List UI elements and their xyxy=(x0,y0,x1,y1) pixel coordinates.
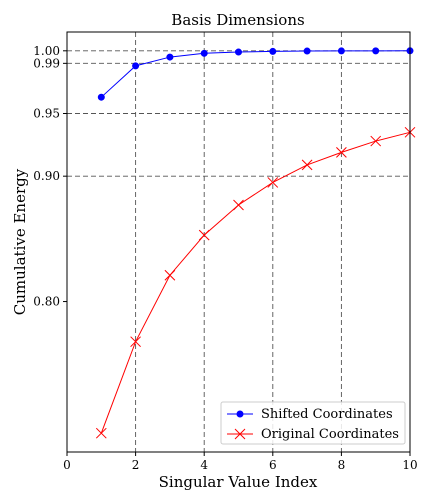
x-marker-stroke xyxy=(336,147,347,158)
shifted-coordinates-point xyxy=(235,48,242,56)
series-layer xyxy=(95,47,416,439)
x-tick-label: 6 xyxy=(269,458,277,472)
x-marker-stroke xyxy=(301,159,313,171)
y-tick-label: 0.80 xyxy=(33,295,60,309)
original-coordinates-point xyxy=(301,159,313,171)
original-coordinates-point xyxy=(370,135,382,147)
original-coordinates-point xyxy=(198,229,210,241)
axis-ticks: 0 2 4 6 8 10 0.80 0.90 0.95 0.991.00 xyxy=(33,44,417,472)
original-coordinates-point xyxy=(267,177,279,188)
x-tick-label: 2 xyxy=(132,458,140,472)
legend-swatch-marker xyxy=(234,428,246,440)
shifted-coordinates-point xyxy=(97,93,105,101)
x-tick-label: 0 xyxy=(63,458,71,472)
original-coordinates-point xyxy=(95,427,107,439)
y-axis-label: Cumulative Energy xyxy=(11,168,29,315)
shifted-coordinates-point xyxy=(372,47,380,55)
chart-title: Basis Dimensions xyxy=(171,11,304,29)
shifted-coordinates-point xyxy=(166,53,174,61)
original-coordinates-point xyxy=(336,147,347,158)
shifted-coordinates-point xyxy=(303,47,311,55)
y-tick-label: 0.99 xyxy=(33,56,60,70)
shifted-coordinates-point xyxy=(269,47,277,55)
x-marker-stroke xyxy=(130,336,141,348)
legend-label-shifted-coordinates: Shifted Coordinates xyxy=(261,407,393,422)
shifted-coordinates-point xyxy=(337,47,345,55)
y-tick-label: 0.95 xyxy=(33,106,60,120)
y-tick-label: 1.00 xyxy=(33,44,60,58)
legend-swatch-marker xyxy=(236,410,244,418)
original-coordinates-line xyxy=(100,131,411,434)
legend-box xyxy=(220,401,406,445)
plot-frame xyxy=(66,31,411,453)
original-coordinates-point xyxy=(130,336,141,348)
original-coordinates-point xyxy=(233,199,244,211)
x-marker-stroke xyxy=(164,269,176,281)
grid-lines xyxy=(67,32,410,452)
x-marker-stroke xyxy=(370,135,382,147)
legend-label-original-coordinates: Original Coordinates xyxy=(261,427,399,442)
legend: Shifted Coordinates Original Coordinates xyxy=(220,401,406,445)
x-marker-stroke xyxy=(267,177,279,188)
x-marker-stroke xyxy=(95,427,107,439)
x-marker-stroke xyxy=(198,229,210,241)
shifted-coordinates-point xyxy=(132,62,140,70)
y-tick-label: 0.90 xyxy=(33,169,60,183)
x-axis-label: Singular Value Index xyxy=(159,473,318,491)
x-marker-stroke xyxy=(234,428,246,440)
x-tick-label: 10 xyxy=(402,458,417,472)
x-marker-stroke xyxy=(233,199,244,211)
shifted-coordinates-point xyxy=(200,49,208,57)
original-coordinates-point xyxy=(164,269,176,281)
shifted-coordinates-line xyxy=(100,50,411,98)
x-tick-label: 8 xyxy=(338,458,346,472)
x-tick-label: 4 xyxy=(200,458,208,472)
